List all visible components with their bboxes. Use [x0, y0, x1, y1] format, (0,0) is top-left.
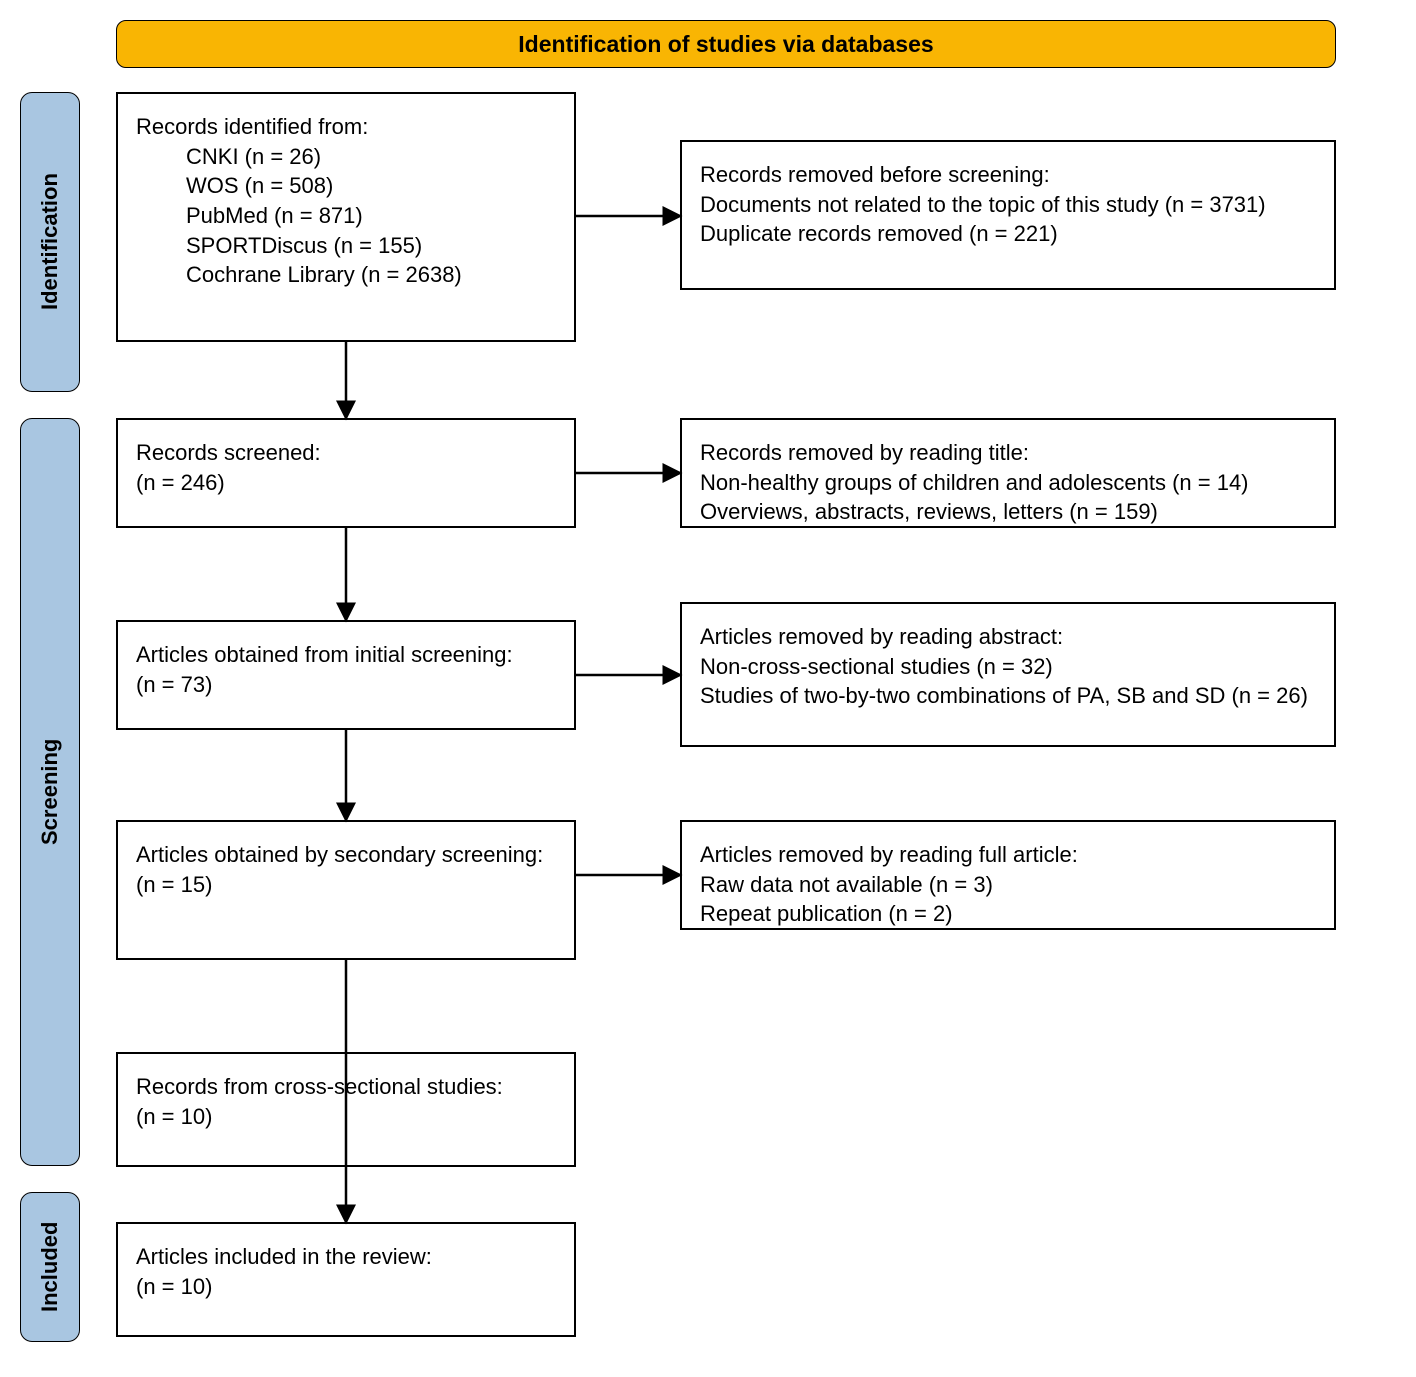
box-title: Articles obtained by secondary screening… — [136, 840, 556, 870]
box-included: Articles included in the review:(n = 10) — [116, 1222, 576, 1337]
box-title: Records identified from: — [136, 112, 556, 142]
box-cross-sectional: Records from cross-sectional studies:(n … — [116, 1052, 576, 1167]
box-line: Studies of two-by-two combinations of PA… — [700, 681, 1316, 711]
prisma-flowchart: Identification of studies via databases … — [20, 20, 1396, 1357]
phase-screening: Screening — [20, 418, 80, 1166]
box-line: SPORTDiscus (n = 155) — [186, 231, 556, 261]
box-line: Overviews, abstracts, reviews, letters (… — [700, 497, 1316, 527]
box-line: (n = 246) — [136, 468, 556, 498]
box-line: Non-cross-sectional studies (n = 32) — [700, 652, 1316, 682]
box-title: Articles removed by reading abstract: — [700, 622, 1316, 652]
box-line: Cochrane Library (n = 2638) — [186, 260, 556, 290]
box-title: Articles obtained from initial screening… — [136, 640, 556, 670]
box-line: WOS (n = 508) — [186, 171, 556, 201]
box-line: Repeat publication (n = 2) — [700, 899, 1316, 929]
box-title: Articles removed by reading full article… — [700, 840, 1316, 870]
header-banner: Identification of studies via databases — [116, 20, 1336, 68]
box-line: (n = 10) — [136, 1102, 556, 1132]
box-title: Records removed by reading title: — [700, 438, 1316, 468]
box-secondary-screening: Articles obtained by secondary screening… — [116, 820, 576, 960]
header-title: Identification of studies via databases — [518, 31, 933, 58]
box-title: Records from cross-sectional studies: — [136, 1072, 556, 1102]
box-line: (n = 15) — [136, 870, 556, 900]
box-initial-screening: Articles obtained from initial screening… — [116, 620, 576, 730]
phase-identification: Identification — [20, 92, 80, 392]
box-removed-by-full-article: Articles removed by reading full article… — [680, 820, 1336, 930]
box-title: Records removed before screening: — [700, 160, 1316, 190]
box-title: Articles included in the review: — [136, 1242, 556, 1272]
box-line: Raw data not available (n = 3) — [700, 870, 1316, 900]
box-removed-by-title: Records removed by reading title:Non-hea… — [680, 418, 1336, 528]
phase-included: Included — [20, 1192, 80, 1342]
box-removed-by-abstract: Articles removed by reading abstract:Non… — [680, 602, 1336, 747]
box-removed-before-screening: Records removed before screening:Documen… — [680, 140, 1336, 290]
box-line: Documents not related to the topic of th… — [700, 190, 1316, 220]
box-line: (n = 73) — [136, 670, 556, 700]
box-line: Duplicate records removed (n = 221) — [700, 219, 1316, 249]
box-records-identified: Records identified from:CNKI (n = 26)WOS… — [116, 92, 576, 342]
box-line: PubMed (n = 871) — [186, 201, 556, 231]
box-line: (n = 10) — [136, 1272, 556, 1302]
box-line: Non-healthy groups of children and adole… — [700, 468, 1316, 498]
box-title: Records screened: — [136, 438, 556, 468]
box-line: CNKI (n = 26) — [186, 142, 556, 172]
box-records-screened: Records screened:(n = 246) — [116, 418, 576, 528]
